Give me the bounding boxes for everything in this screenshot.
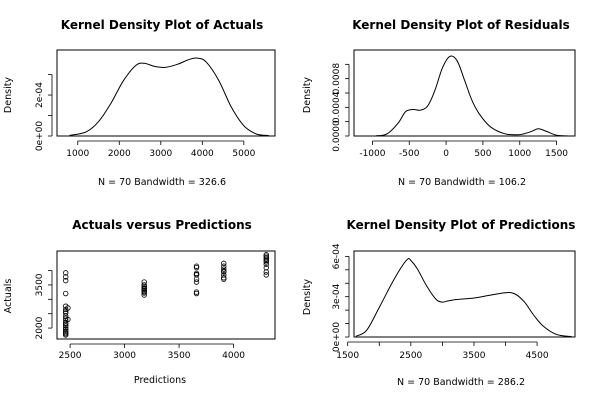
y-axis-label: Actuals [3, 279, 14, 314]
y-axis-label: Density [302, 77, 313, 113]
x-tick-label: 0 [443, 149, 449, 159]
x-tick-label: 3000 [149, 149, 172, 159]
scatter-point [65, 316, 71, 323]
scatter-point [263, 272, 269, 278]
x-axis-label: N = 70 Bandwidth = 106.2 [398, 177, 526, 188]
x-tick-label: -1000 [359, 149, 385, 159]
scatter-point [263, 256, 269, 262]
y-tick-label: 0e+00 [332, 322, 342, 353]
y-axis-label: Density [3, 77, 14, 113]
chart-title: Kernel Density Plot of Actuals [61, 18, 264, 32]
scatter-point [141, 285, 147, 292]
x-axis-label: Predictions [134, 375, 186, 386]
x-tick-label: 4000 [222, 351, 245, 361]
x-axis-label: N = 70 Bandwidth = 286.2 [397, 377, 525, 388]
scatter-point [193, 290, 200, 297]
scatter-point [63, 310, 69, 316]
x-tick-label: 4500 [526, 351, 549, 361]
y-tick-label: 0e+00 [35, 121, 45, 152]
x-tick-label: 3000 [113, 351, 136, 361]
scatter-point [193, 279, 200, 285]
x-tick-label: 1000 [66, 149, 89, 159]
x-tick-label: 1000 [508, 149, 531, 159]
scatter-point [221, 276, 227, 282]
scatter-point [63, 270, 69, 276]
y-tick-label: 2e-04 [35, 82, 45, 108]
y-tick-label: 3e-04 [332, 283, 342, 309]
scatter-point [193, 289, 200, 295]
density-line [355, 258, 572, 338]
scatter-point [221, 275, 227, 281]
scatter-point [193, 263, 200, 269]
scatter-point [263, 261, 269, 267]
y-tick-label: 3500 [35, 273, 45, 296]
y-tick-label: 2000 [35, 316, 45, 339]
scatter-point [63, 323, 69, 329]
scatter-point [65, 305, 71, 311]
y-tick-label: 0.0000 [332, 120, 342, 152]
y-tick-label: 0.0008 [332, 63, 342, 95]
scatter-point [193, 276, 200, 282]
scatter-point [193, 264, 200, 271]
plot-frame [353, 49, 576, 137]
scatter-point [263, 269, 269, 275]
density-line [69, 57, 269, 137]
x-tick-label: 3500 [463, 351, 486, 361]
scatter-point [63, 332, 69, 338]
scatter-point [221, 269, 227, 275]
x-tick-label: 1500 [336, 351, 359, 361]
scatter-point [63, 277, 69, 284]
chart-title: Kernel Density Plot of Predictions [347, 218, 576, 232]
x-tick-label: 1500 [545, 149, 568, 159]
scatter-point [63, 290, 69, 297]
x-tick-label: 5000 [232, 149, 255, 159]
panel-actuals-vs-predictions: Actuals versus Predictions Predictions A… [3, 218, 276, 386]
scatter-point [63, 321, 69, 327]
scatter-point [263, 257, 269, 264]
scatter-point [221, 266, 227, 272]
scatter-point [263, 259, 269, 265]
plot-frame [353, 250, 576, 338]
scatter-point [63, 274, 69, 280]
scatter-point [221, 260, 227, 267]
x-axis-label: N = 70 Bandwidth = 326.6 [98, 177, 226, 188]
panel-actuals-density: Kernel Density Plot of Actuals N = 70 Ba… [3, 18, 276, 188]
scatter-point [63, 328, 69, 334]
panel-predictions-density: Kernel Density Plot of Predictions N = 7… [302, 218, 576, 388]
x-tick-label: 2500 [399, 351, 422, 361]
x-tick-label: -500 [399, 149, 420, 159]
x-tick-label: 3500 [168, 351, 191, 361]
chart-title: Kernel Density Plot of Residuals [352, 18, 570, 32]
panel-residuals-density: Kernel Density Plot of Residuals N = 70 … [302, 18, 576, 188]
plot-frame [56, 250, 276, 340]
scatter-point [141, 292, 147, 298]
y-axis-label: Density [302, 279, 313, 315]
x-tick-label: 4000 [191, 149, 214, 159]
plot-frame [56, 49, 276, 137]
scatter-point [263, 264, 269, 271]
y-tick-label: 6e-04 [332, 243, 342, 269]
density-line [376, 55, 568, 137]
scatter-point [193, 271, 200, 278]
y-tick-label: 0.0004 [332, 91, 342, 123]
x-tick-label: 2000 [108, 149, 131, 159]
x-tick-label: 2500 [59, 351, 82, 361]
x-tick-label: 500 [474, 149, 491, 159]
chart-title: Actuals versus Predictions [72, 218, 252, 232]
